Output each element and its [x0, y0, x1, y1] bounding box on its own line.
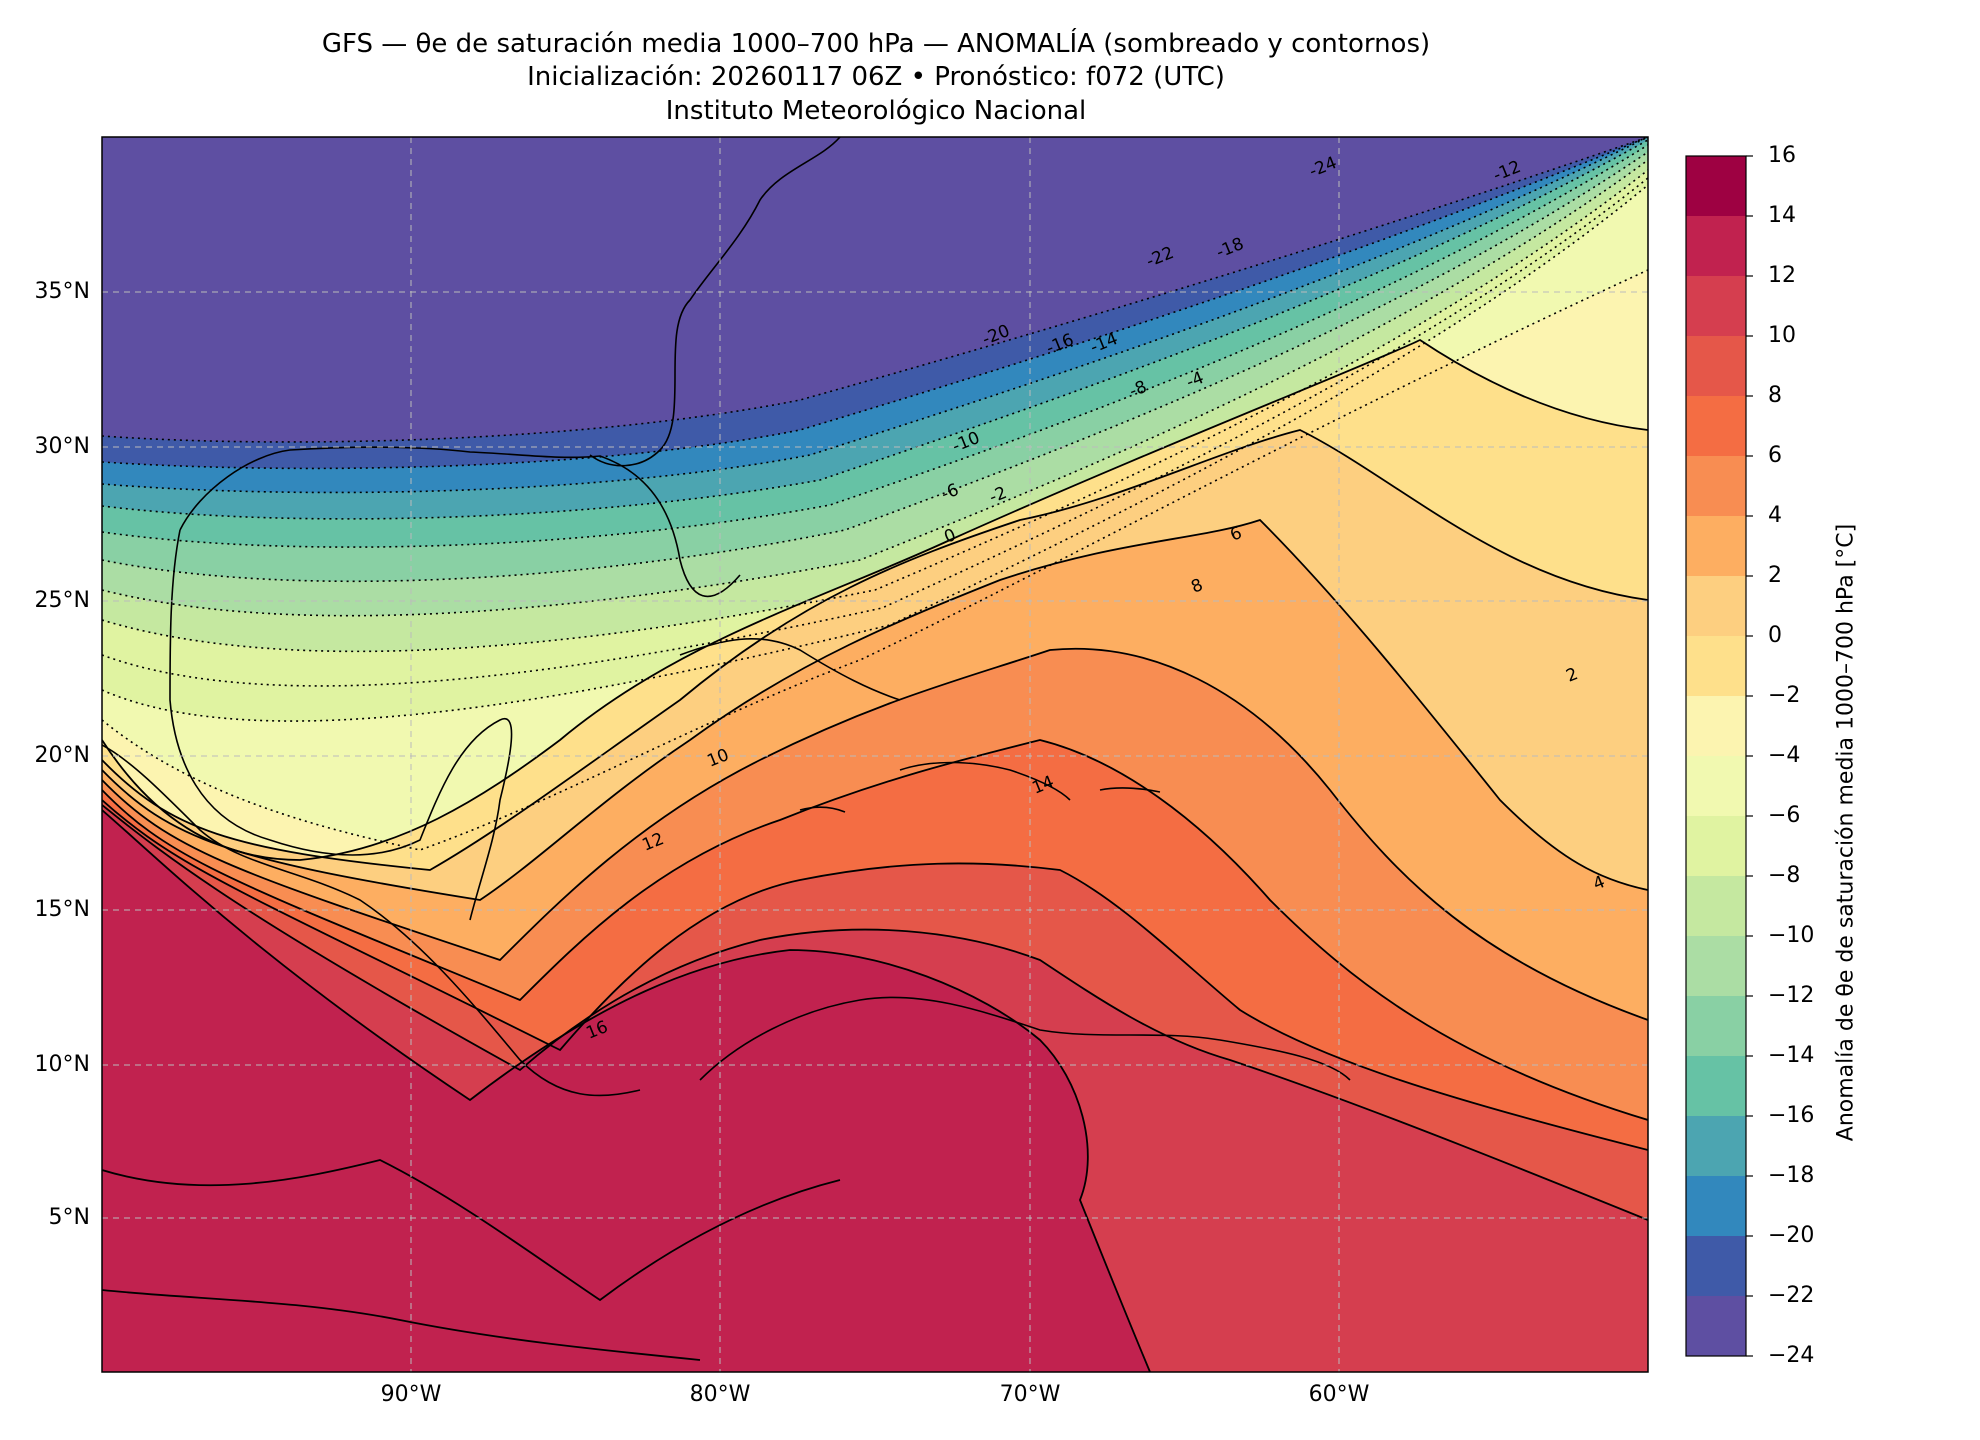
colorbar-tick-label: 2 [1768, 563, 1782, 588]
colorbar-tick-label: 14 [1768, 203, 1796, 228]
colorbar-tick-label: −4 [1768, 743, 1801, 768]
colorbar-segment [1686, 156, 1746, 217]
colorbar-segment [1686, 876, 1746, 937]
lat-label: 35°N [34, 279, 90, 304]
colorbar-tick-label: −8 [1768, 863, 1801, 888]
field-shading [102, 137, 1648, 1372]
colorbar-axis-label: Anomalía de θe de saturación media 1000–… [1833, 523, 1859, 1142]
contour-label: -6 [939, 480, 962, 505]
title-line-2: Inicialización: 20260117 06Z • Pronóstic… [527, 62, 1225, 92]
contour-minus-14 [102, 144, 1648, 548]
lat-label: 20°N [34, 743, 90, 768]
colorbar-segment [1686, 576, 1746, 637]
colorbar-tick-label: −12 [1768, 983, 1815, 1008]
lat-label: 15°N [34, 897, 90, 922]
puerto-rico [1099, 787, 1161, 793]
colorbar-segment [1686, 456, 1746, 517]
contour-14-south [102, 1289, 701, 1361]
colorbar-segment [1686, 276, 1746, 337]
colorbar-segment [1686, 936, 1746, 997]
contour-minus-4 [102, 184, 1648, 722]
contour-minus-18 [102, 137, 1648, 494]
contour-lines [102, 137, 1648, 1372]
lat-label: 25°N [34, 588, 90, 613]
colorbar-tick-label: 10 [1768, 323, 1796, 348]
colorbar-segment [1686, 1176, 1746, 1237]
colorbar-tick-label: −6 [1768, 803, 1801, 828]
colorbar-tick-label: −24 [1768, 1343, 1815, 1368]
contour-10 [102, 799, 1648, 1151]
colorbar-segment [1686, 1116, 1746, 1177]
jamaica [799, 806, 846, 813]
contour-minus-20 [102, 137, 1648, 470]
cuba [679, 638, 901, 701]
contour-6 [102, 647, 1648, 1021]
mexico-gulf-coast [169, 529, 513, 921]
colorbar-segment [1686, 336, 1746, 397]
contour-label: -2 [987, 483, 1010, 508]
contour-0 [102, 338, 1648, 861]
colorbar-tick-label: −10 [1768, 923, 1815, 948]
coastlines [102, 137, 1351, 1097]
colorbar-segment [1686, 696, 1746, 757]
contour-4 [102, 518, 1648, 901]
contour-minus-6 [102, 177, 1648, 687]
lon-label: 70°W [999, 1382, 1061, 1407]
colorbar-tick-label: 4 [1768, 503, 1782, 528]
colorbar-segment [1686, 216, 1746, 277]
south-america-coast [699, 996, 1351, 1081]
gridlines [102, 137, 1648, 1372]
colorbar-tick-label: 16 [1768, 143, 1796, 168]
colorbar [1685, 155, 1753, 1357]
colorbar-tick-label: −18 [1768, 1163, 1815, 1188]
colorbar-segment [1686, 816, 1746, 877]
colorbar-segment [1686, 1056, 1746, 1117]
colorbar-segment [1686, 996, 1746, 1057]
contour-minus-16 [102, 139, 1648, 520]
lon-label: 60°W [1308, 1382, 1370, 1407]
contour-2 [102, 429, 1648, 871]
lat-label: 30°N [34, 434, 90, 459]
contour-minus-10 [102, 159, 1648, 617]
colorbar-tick-label: 6 [1768, 443, 1782, 468]
lat-label: 5°N [48, 1205, 90, 1230]
colorbar-tick-label: 12 [1768, 263, 1796, 288]
contour-label: -4 [1184, 368, 1207, 393]
colorbar-segment [1686, 756, 1746, 817]
pacific-coast [102, 744, 641, 1097]
colorbar-segment [1686, 1296, 1746, 1357]
colorbar-segment [1686, 636, 1746, 697]
contour-8 [102, 739, 1648, 1121]
colorbar-tick-label: −20 [1768, 1223, 1815, 1248]
colorbar-segment [1686, 1236, 1746, 1297]
contour-16 [102, 1159, 841, 1302]
colorbar-tick-label: −2 [1768, 683, 1801, 708]
colorbar-tick-label: −16 [1768, 1103, 1815, 1128]
lon-label: 90°W [380, 1382, 442, 1407]
lat-label: 10°N [34, 1052, 90, 1077]
gulf-coast [179, 446, 741, 598]
colorbar-tick-label: −22 [1768, 1283, 1815, 1308]
colorbar-segment [1686, 396, 1746, 457]
contour-minus-2 [102, 269, 1648, 851]
band-fourteen [102, 810, 1150, 1372]
us-east-coast [589, 137, 841, 467]
contour-label: -8 [1127, 377, 1150, 402]
title-line-1: GFS — θe de saturación media 1000–700 hP… [321, 29, 1431, 59]
colorbar-segment [1686, 516, 1746, 577]
hispaniola [899, 761, 1071, 801]
colorbar-tick-label: −14 [1768, 1043, 1815, 1068]
contour-minus-22 [102, 137, 1648, 443]
colorbar-tick-label: 0 [1768, 623, 1782, 648]
map-frame [101, 136, 1649, 1373]
colorbar-tick-label: 8 [1768, 383, 1782, 408]
contour-12 [102, 804, 1648, 1221]
title-line-3: Instituto Meteorológico Nacional [665, 96, 1087, 126]
contour-minus-8 [102, 169, 1648, 653]
contour-14 [102, 809, 1151, 1372]
lon-label: 80°W [689, 1382, 751, 1407]
